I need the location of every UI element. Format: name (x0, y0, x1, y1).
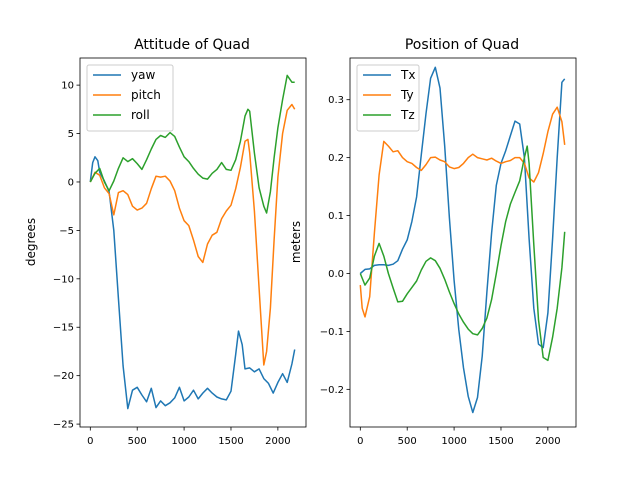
position-chart-title: Position of Quad (405, 37, 519, 53)
position-plot-area: 0 500 1000 1500 2000 −0.2 −0.1 0.0 0.1 0.2 0.3 (320, 57, 577, 447)
series-line-Tx (359, 66, 566, 414)
y-tick-label: 0.1 (328, 211, 344, 222)
x-tick-label: 500 (128, 436, 147, 447)
legend-label-pitch: pitch (131, 88, 161, 102)
attitude-chart-title: Attitude of Quad (134, 37, 250, 53)
series-line-yaw (89, 156, 296, 410)
y-tick-label: 5 (68, 129, 74, 140)
series-line-Tz (359, 145, 566, 362)
y-tick-label: 0.0 (328, 269, 344, 280)
legend-label-Tz: Tz (400, 108, 415, 122)
x-tick-label: 1000 (441, 436, 466, 447)
legend-label-Tx: Tx (400, 68, 415, 82)
y-tick-label: −0.2 (320, 385, 344, 396)
position-y-axis-label: meters (289, 221, 303, 263)
y-tick-label: 0.2 (328, 153, 344, 164)
x-tick-label: 2000 (265, 436, 290, 447)
legend-label-Ty: Ty (400, 88, 414, 102)
y-tick-label: 10 (61, 81, 74, 92)
legend-label-roll: roll (131, 108, 150, 122)
axes-frame (349, 57, 577, 428)
x-tick-label: 1000 (171, 436, 196, 447)
x-tick-label: 500 (398, 436, 417, 447)
y-tick-label: −15 (53, 323, 74, 334)
legend-label-yaw: yaw (131, 68, 155, 82)
x-tick-label: 2000 (535, 436, 560, 447)
attitude-legend: yaw pitch roll (86, 64, 174, 132)
y-tick-label: −5 (59, 226, 74, 237)
y-tick-label: 0 (68, 177, 74, 188)
series-line-roll (89, 74, 295, 214)
series-line-Ty (359, 106, 566, 318)
attitude-y-axis-label: degrees (24, 218, 38, 266)
y-tick-label: 0.3 (328, 95, 344, 106)
y-tick-label: −25 (53, 420, 74, 431)
series-line-pitch (89, 103, 296, 366)
y-tick-label: −0.1 (320, 327, 344, 338)
x-tick-label: 0 (357, 436, 363, 447)
position-legend: Tx Ty Tz (356, 64, 420, 132)
axes-frame (79, 57, 307, 428)
y-tick-label: −20 (53, 371, 74, 382)
x-tick-label: 0 (87, 436, 93, 447)
attitude-chart: Attitude of Quad degrees 0 500 1000 1500 200… (24, 37, 307, 447)
x-tick-label: 1500 (218, 436, 243, 447)
x-tick-label: 1500 (488, 436, 513, 447)
attitude-plot-area: 0 500 1000 1500 2000 −25 −20 −15 −10 −5 0 5 10 (53, 57, 307, 447)
position-chart: Position of Quad meters 0 500 1000 1500 2000… (289, 37, 577, 447)
y-tick-label: −10 (53, 274, 74, 285)
